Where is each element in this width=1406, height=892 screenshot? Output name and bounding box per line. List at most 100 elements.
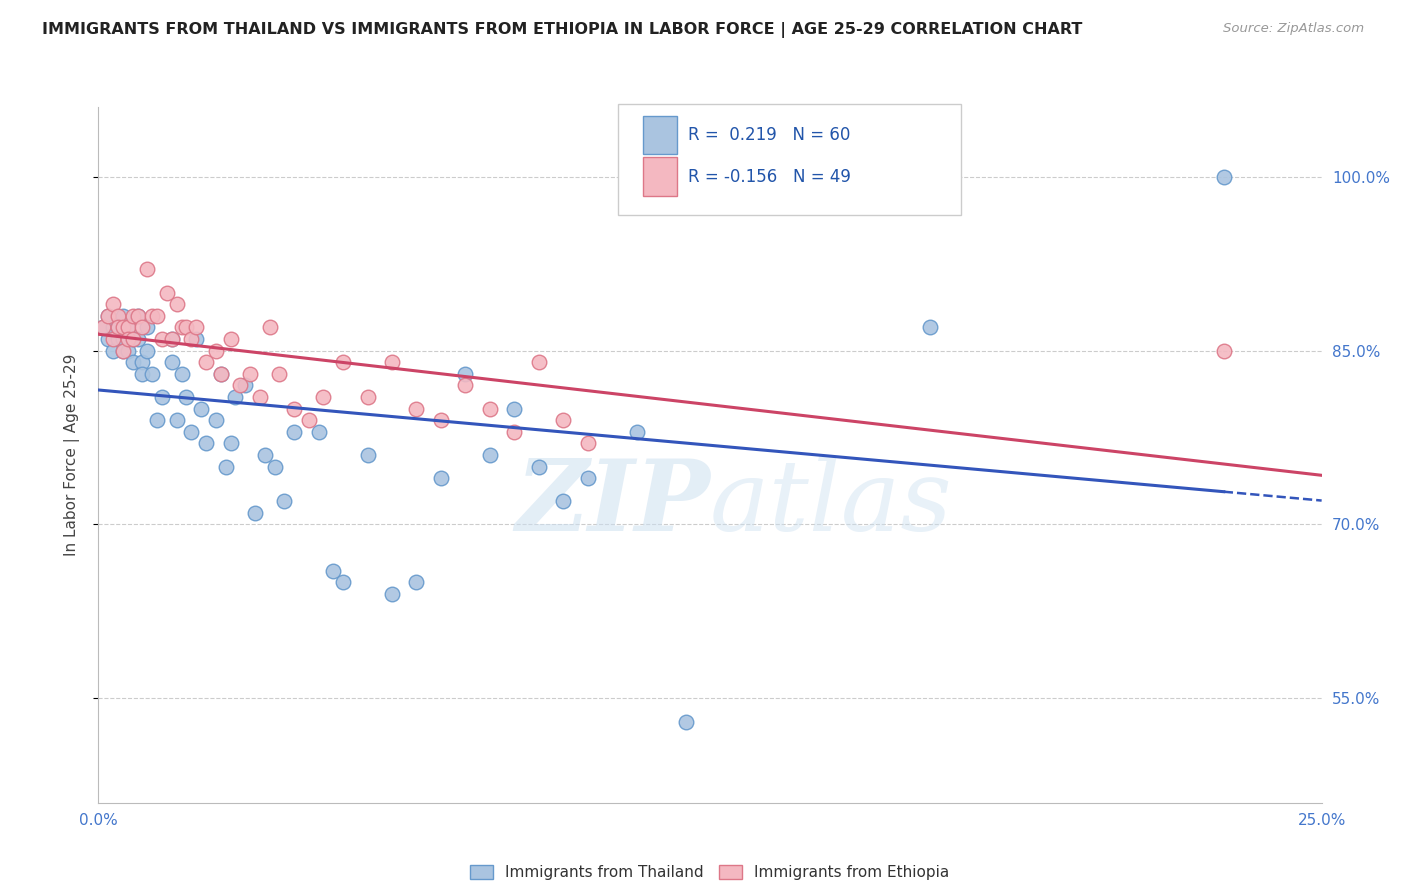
Point	[117, 320, 139, 334]
Point	[430, 471, 453, 485]
Point	[209, 367, 232, 381]
Point	[190, 401, 212, 416]
Point	[553, 494, 575, 508]
Point	[283, 401, 305, 416]
Point	[131, 367, 153, 381]
Point	[195, 436, 218, 450]
Y-axis label: In Labor Force | Age 25-29: In Labor Force | Age 25-29	[65, 354, 80, 556]
Point	[107, 332, 129, 346]
Point	[263, 459, 285, 474]
Point	[205, 343, 228, 358]
Text: R = -0.156   N = 49: R = -0.156 N = 49	[688, 168, 851, 186]
Point	[111, 343, 134, 358]
Point	[356, 448, 378, 462]
Point	[503, 425, 526, 439]
Point	[101, 320, 124, 334]
Point	[131, 320, 153, 334]
Text: ZIP: ZIP	[515, 456, 710, 552]
Point	[224, 390, 246, 404]
Point	[253, 448, 276, 462]
Text: atlas: atlas	[710, 456, 953, 551]
Point	[127, 332, 149, 346]
Point	[107, 320, 129, 334]
Point	[209, 367, 232, 381]
Point	[180, 332, 202, 346]
Point	[121, 332, 143, 346]
Point	[160, 332, 183, 346]
Point	[150, 390, 173, 404]
Point	[101, 297, 124, 311]
Point	[1212, 169, 1234, 184]
Point	[527, 459, 550, 474]
Point	[150, 332, 173, 346]
Point	[160, 332, 183, 346]
Point	[626, 425, 648, 439]
Point	[478, 448, 501, 462]
Point	[249, 390, 271, 404]
Point	[229, 378, 252, 392]
Point	[176, 320, 198, 334]
Point	[233, 378, 256, 392]
Point	[141, 367, 163, 381]
Point	[107, 309, 129, 323]
Point	[141, 309, 163, 323]
Point	[127, 309, 149, 323]
Point	[430, 413, 453, 427]
Point	[332, 355, 354, 369]
Point	[454, 378, 477, 392]
Point	[454, 367, 477, 381]
Text: IMMIGRANTS FROM THAILAND VS IMMIGRANTS FROM ETHIOPIA IN LABOR FORCE | AGE 25-29 : IMMIGRANTS FROM THAILAND VS IMMIGRANTS F…	[42, 22, 1083, 38]
Point	[527, 355, 550, 369]
Point	[576, 436, 599, 450]
Point	[553, 413, 575, 427]
Point	[269, 367, 291, 381]
Point	[117, 332, 139, 346]
Point	[146, 413, 169, 427]
Point	[91, 320, 114, 334]
Point	[97, 332, 120, 346]
Point	[308, 425, 330, 439]
Point	[239, 367, 262, 381]
Point	[121, 332, 143, 346]
Point	[322, 564, 344, 578]
Point	[121, 309, 143, 323]
Point	[136, 320, 159, 334]
Text: R =  0.219   N = 60: R = 0.219 N = 60	[688, 126, 851, 144]
Point	[405, 401, 427, 416]
Point	[186, 332, 208, 346]
Point	[214, 459, 236, 474]
Point	[576, 471, 599, 485]
Point	[101, 332, 124, 346]
Point	[478, 401, 501, 416]
Point	[136, 262, 159, 277]
Point	[111, 332, 134, 346]
Text: Source: ZipAtlas.com: Source: ZipAtlas.com	[1223, 22, 1364, 36]
Point	[675, 714, 697, 729]
Point	[381, 355, 404, 369]
Point	[97, 309, 120, 323]
FancyBboxPatch shape	[619, 103, 960, 215]
Point	[243, 506, 266, 520]
Point	[97, 309, 120, 323]
Point	[1212, 343, 1234, 358]
Point	[117, 343, 139, 358]
Point	[312, 390, 335, 404]
Point	[166, 297, 188, 311]
Point	[156, 285, 179, 300]
Point	[146, 309, 169, 323]
Point	[111, 320, 134, 334]
Point	[219, 332, 242, 346]
Point	[273, 494, 295, 508]
Point	[186, 320, 208, 334]
Point	[111, 309, 134, 323]
Point	[170, 367, 193, 381]
Point	[503, 401, 526, 416]
FancyBboxPatch shape	[643, 116, 678, 154]
Point	[219, 436, 242, 450]
Point	[283, 425, 305, 439]
Point	[180, 425, 202, 439]
Point	[381, 587, 404, 601]
Point	[117, 320, 139, 334]
FancyBboxPatch shape	[643, 158, 678, 195]
Point	[127, 309, 149, 323]
